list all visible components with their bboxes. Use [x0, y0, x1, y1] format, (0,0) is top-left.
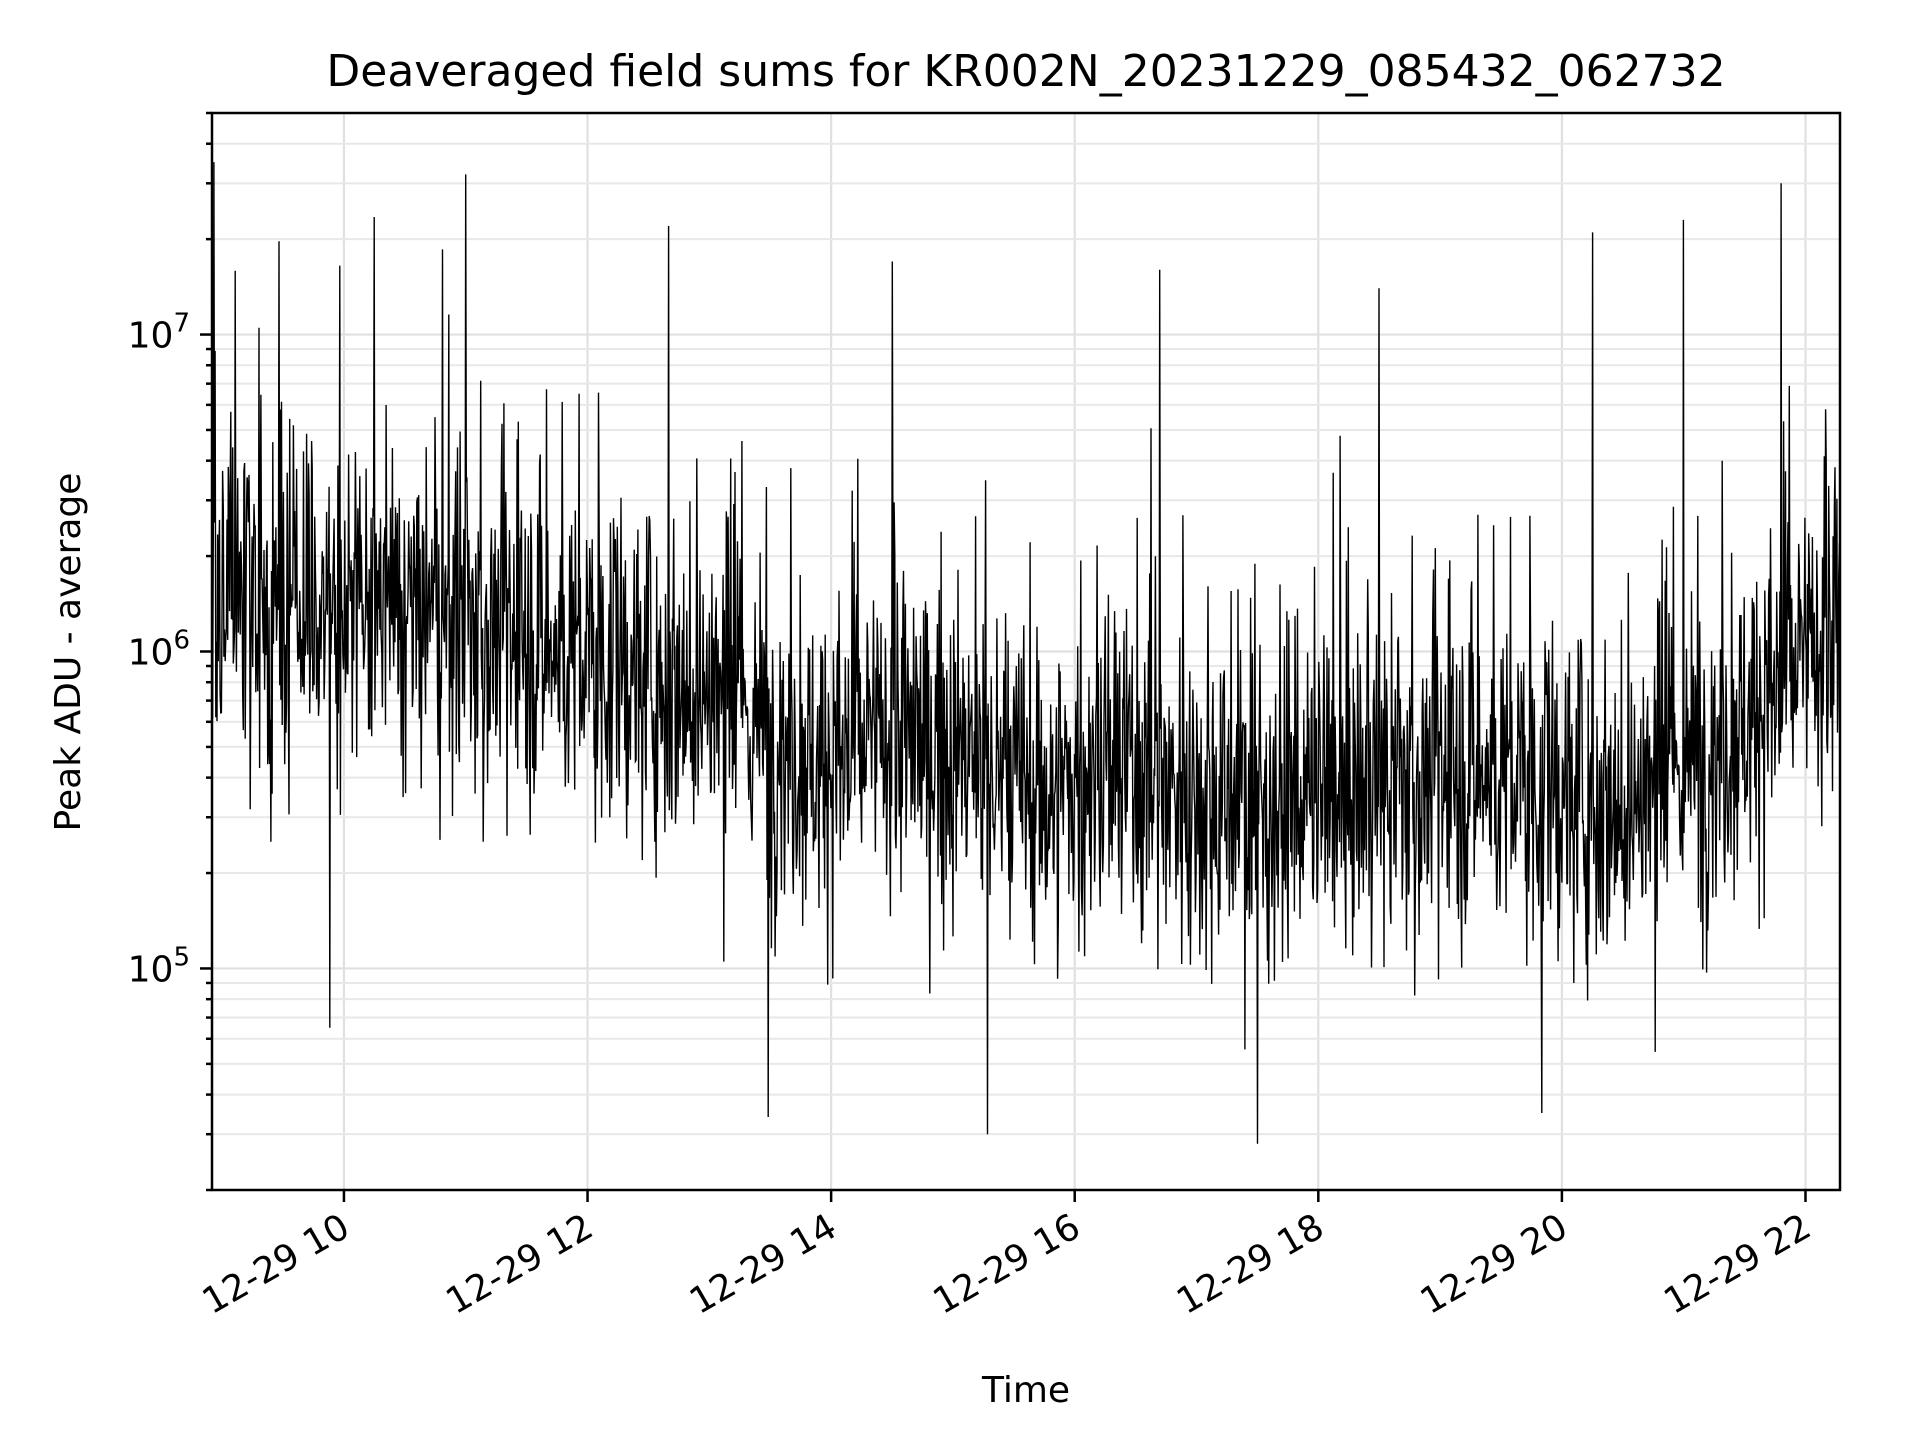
x-tick-label: 12-29 22: [1657, 1206, 1818, 1322]
x-tick-label: 12-29 14: [683, 1206, 844, 1322]
x-tick-label: 12-29 10: [196, 1206, 357, 1322]
x-tick-label: 12-29 12: [439, 1206, 600, 1322]
series-line: [211, 162, 1841, 1144]
x-tick-label: 12-29 18: [1170, 1206, 1331, 1322]
x-axis-label: Time: [981, 1370, 1070, 1411]
y-tick-label: 105: [128, 942, 190, 990]
x-axis-ticks: 12-29 10 12-29 12 12-29 14 12-29 16 12-29 18…: [196, 1190, 1818, 1323]
chart-title: Deaveraged field sums for KR002N_2023122…: [326, 46, 1725, 97]
x-tick-label: 12-29 20: [1414, 1206, 1575, 1322]
y-axis-ticks: 105 106 107: [128, 111, 212, 1192]
y-axis-label: Peak ADU - average: [48, 473, 89, 832]
x-tick-label: 12-29 16: [927, 1206, 1088, 1322]
data-series: [211, 162, 1841, 1144]
y-tick-label: 106: [128, 626, 190, 674]
y-tick-label: 107: [128, 309, 190, 357]
